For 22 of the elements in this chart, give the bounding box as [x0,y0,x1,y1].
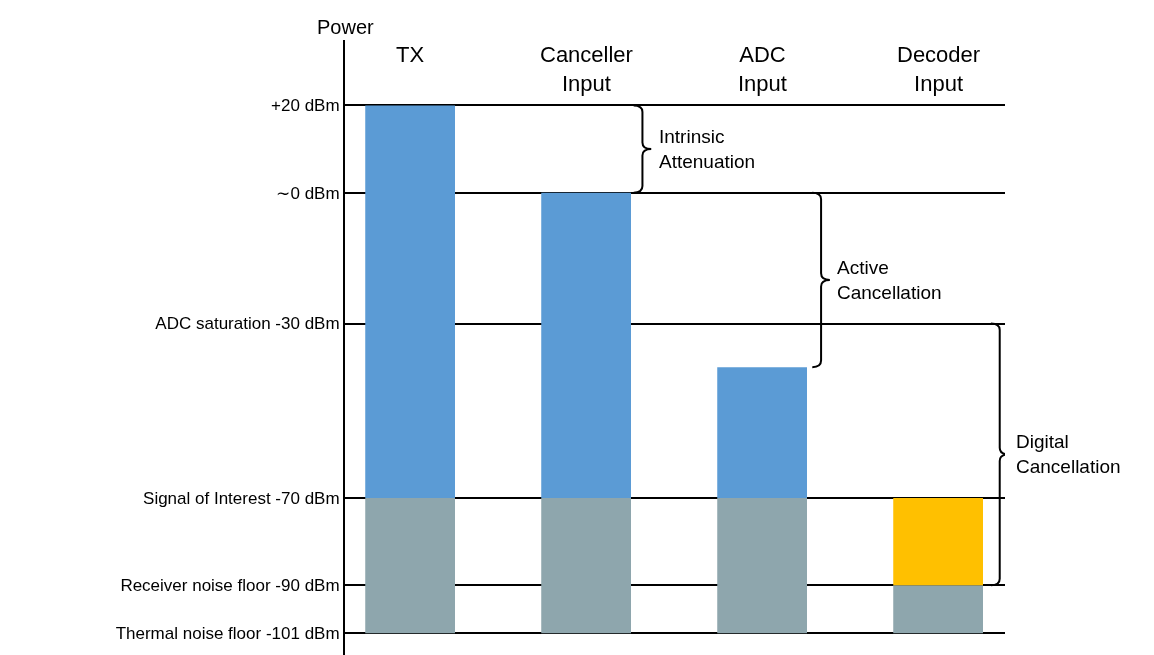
bar [893,585,983,634]
y-tick-label: ∼0 dBm [276,183,340,203]
y-tick-label: Receiver noise floor -90 dBm [120,576,340,596]
bar [541,192,631,498]
annotation: Active Cancellation [837,257,942,303]
x-tick-label: TX [396,42,425,67]
y-tick-label: ADC saturation -30 dBm [155,314,340,334]
bar [365,105,455,498]
y-axis-title: Power [317,16,375,38]
y-tick-label: Thermal noise floor -101 dBm [115,624,340,644]
annotation: Intrinsic Attenuation [659,126,756,172]
bar [717,367,807,498]
text: Digital Cancellation [1016,431,1121,477]
bar [893,497,983,586]
bar [541,497,631,634]
y-tick-label: +20 dBm [271,96,340,116]
y-tick-label: Signal of Interest -70 dBm [143,488,340,508]
bar [365,497,455,634]
x-tick-label: Canceller Input [540,42,633,96]
x-tick-label: Decoder Input [897,42,981,96]
bar [717,497,807,634]
x-tick-label: ADC Input [738,42,787,96]
